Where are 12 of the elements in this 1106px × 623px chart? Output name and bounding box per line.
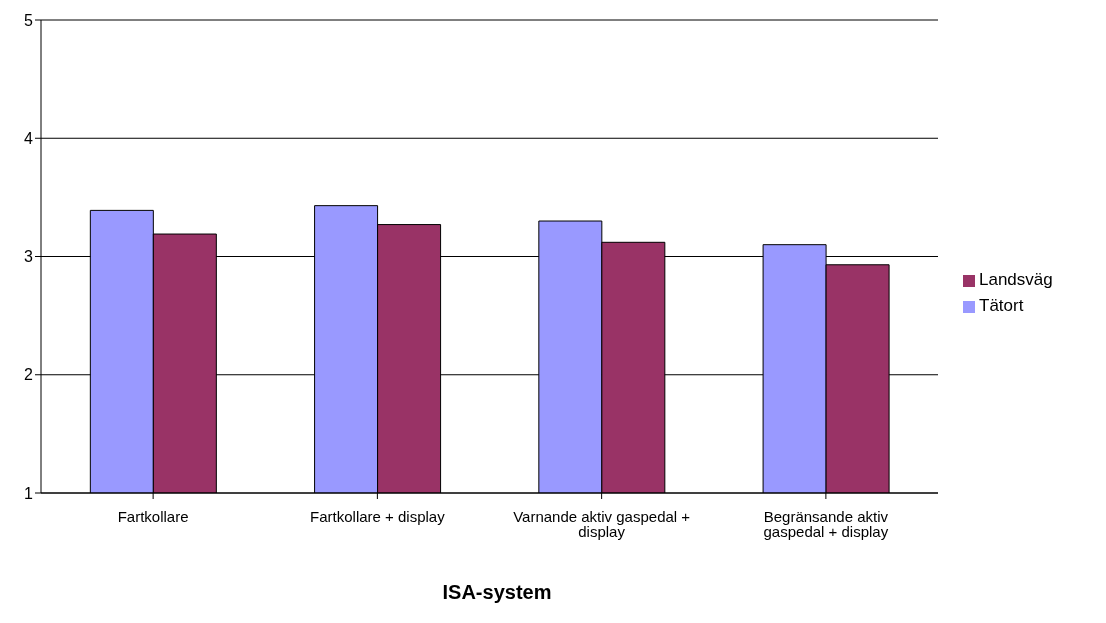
- x-tick-label: Varnande aktiv gaspedal + display: [513, 507, 691, 540]
- legend-label: Tätort: [979, 296, 1024, 315]
- x-tick-label: Fartkollare + display: [310, 507, 446, 525]
- legend-label: Landsväg: [979, 270, 1053, 289]
- x-tick-label: Begränsande aktiv gaspedal + display: [763, 507, 889, 540]
- x-tick-label: Fartkollare: [117, 507, 189, 525]
- y-tick-label: 2: [24, 366, 34, 384]
- x-axis-title: ISA-system: [441, 581, 553, 604]
- y-tick-label: 5: [24, 11, 34, 29]
- y-tick-label: 1: [24, 484, 34, 502]
- y-tick-label: 4: [24, 129, 34, 147]
- y-tick-label: 3: [24, 248, 34, 266]
